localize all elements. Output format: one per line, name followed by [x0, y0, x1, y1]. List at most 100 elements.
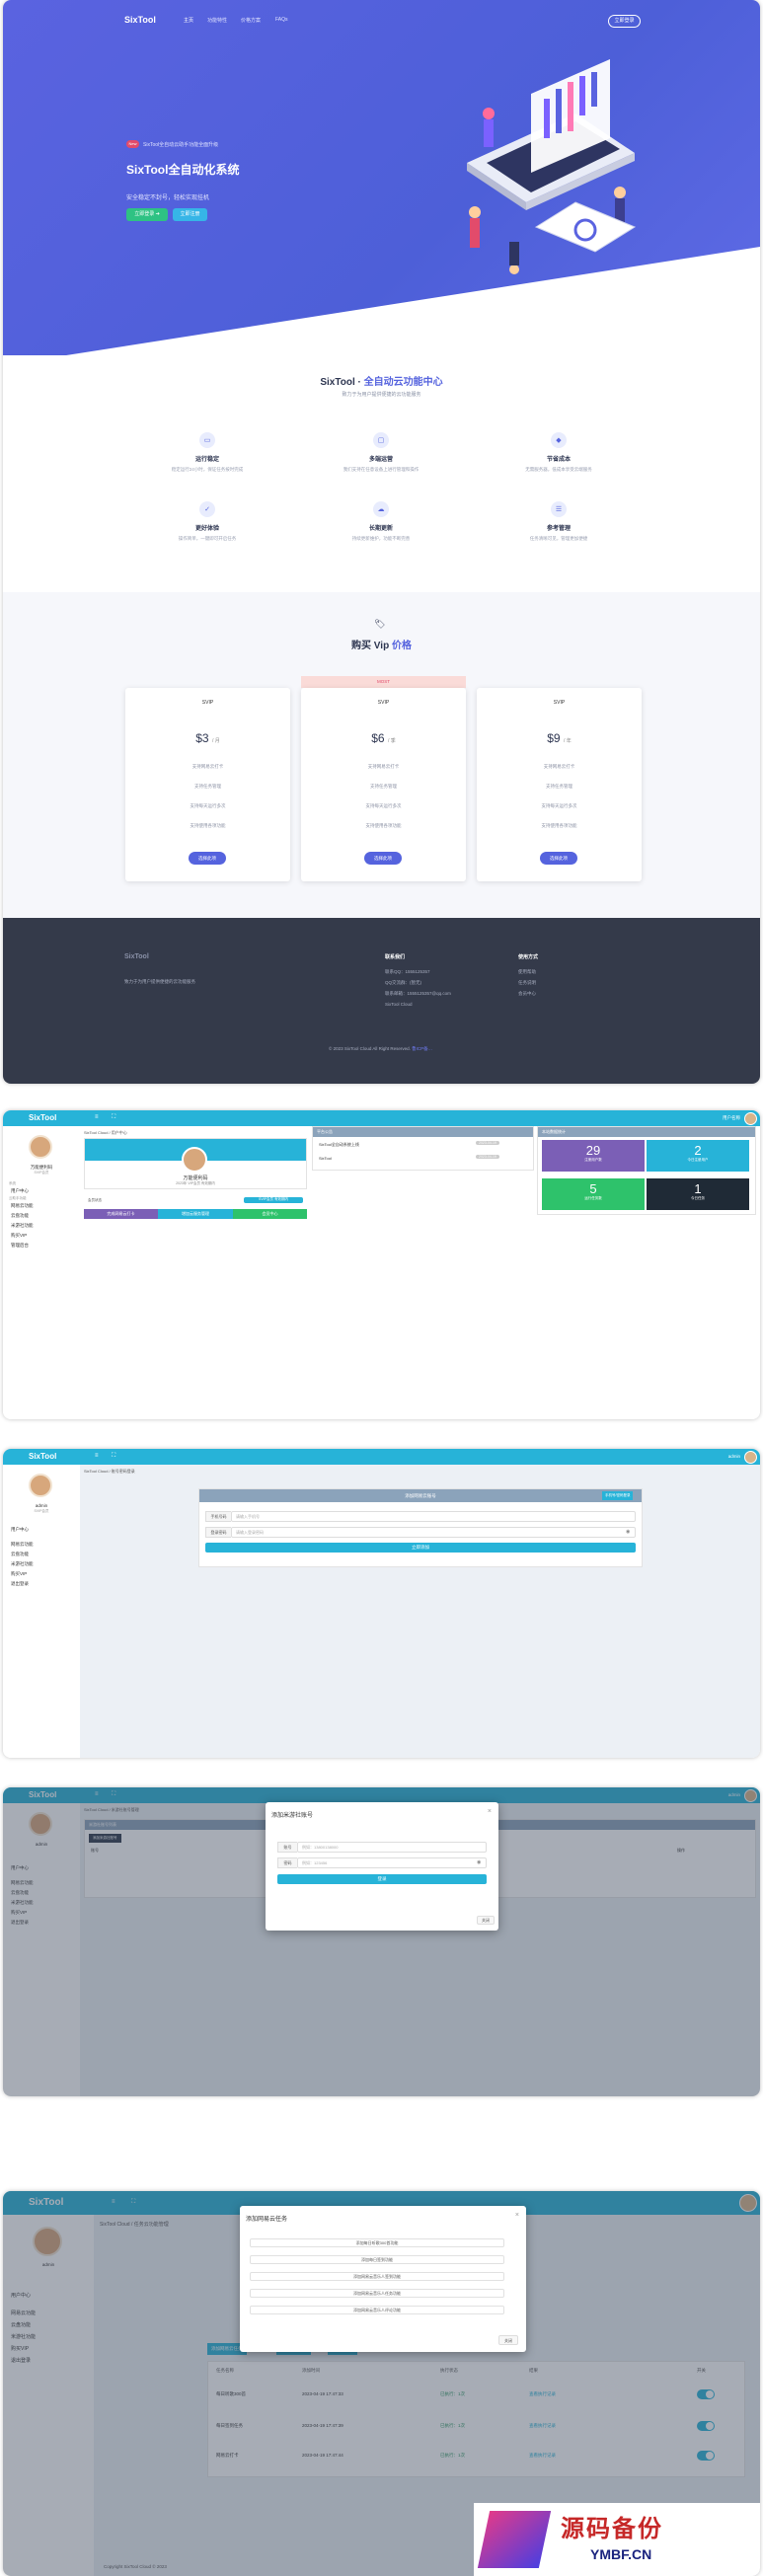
sidebar-item-cloud[interactable]: 云盘功能 [11, 1890, 29, 1895]
plan-price-value: $9 [547, 731, 561, 745]
fullscreen-icon[interactable]: ⛶ [112, 1453, 116, 1459]
add-account-button[interactable]: 添加米游社账号 [89, 1834, 121, 1843]
footer-brand: SixTool [124, 953, 149, 960]
sidebar-item-logout[interactable]: 退出登录 [11, 2358, 32, 2364]
task-result-link[interactable]: 查看执行记录 [529, 2423, 556, 2428]
close-icon[interactable]: × [514, 2212, 519, 2219]
login-button[interactable]: 立即登录 [608, 15, 641, 28]
sidebar-item-admin[interactable]: 管理后台 [11, 1243, 29, 1248]
sidebar-item-cloud[interactable]: 云盘功能 [11, 2322, 32, 2328]
sidebar-item-cloud[interactable]: 云盘功能 [11, 1213, 29, 1218]
close-icon[interactable]: × [487, 1808, 492, 1815]
sidebar-item-netease[interactable]: 网易云功能 [11, 1880, 34, 1885]
menu-toggle-icon[interactable]: ≡ [95, 1114, 99, 1120]
avatar[interactable] [744, 1112, 757, 1125]
sidebar-item-user-center[interactable]: 用户中心 [11, 1865, 29, 1870]
menu-toggle-icon[interactable]: ≡ [95, 1453, 99, 1459]
task-option[interactable]: 添加每日签到功能 [250, 2255, 504, 2264]
task-toggle[interactable] [697, 2451, 715, 2461]
footer-contact-item[interactable]: SixTool Cloud [385, 1002, 413, 1007]
footer-contact-item[interactable]: 联系邮箱：1555125357@qq.com [385, 991, 451, 996]
password-input[interactable]: 例如：123456 [297, 1857, 487, 1868]
plan-select-button[interactable]: 选择此项 [364, 852, 402, 865]
task-option[interactable]: 添加每日听歌300首功能 [250, 2238, 504, 2247]
user-name[interactable]: 用户名称 [723, 1115, 740, 1120]
menu-toggle-icon[interactable]: ≡ [112, 2199, 115, 2205]
sidebar-item-buy-vip[interactable]: 购买VIP [11, 1571, 28, 1576]
sidebar-item-buy-vip[interactable]: 购买VIP [11, 2346, 30, 2352]
sidebar-item-miyoushe[interactable]: 米游社功能 [11, 1900, 34, 1905]
notice-item[interactable]: SixTool [319, 1156, 332, 1161]
task-toggle[interactable] [697, 2421, 715, 2431]
account-input[interactable]: 例如：13800138000 [297, 1842, 487, 1853]
fullscreen-icon[interactable]: ⛶ [112, 1114, 116, 1120]
password-input[interactable]: 请输入登录密码 [231, 1527, 636, 1538]
sidebar-item-logout[interactable]: 退出登录 [11, 1581, 29, 1586]
nav-link-home[interactable]: 主页 [184, 18, 194, 24]
eye-icon[interactable]: ◉ [626, 1529, 631, 1535]
task-toggle[interactable] [697, 2389, 715, 2399]
footer-usage-item[interactable]: 使用帮助 [518, 969, 536, 974]
avatar[interactable] [739, 2194, 757, 2212]
nav-link-pricing[interactable]: 价格方案 [241, 18, 262, 24]
sidebar-item-buy-vip[interactable]: 购买VIP [11, 1910, 28, 1915]
footer-contact-item[interactable]: QQ交流群：(暂无) [385, 980, 421, 985]
sidebar-item-netease[interactable]: 网易云功能 [11, 1542, 34, 1547]
fullscreen-icon[interactable]: ⛶ [131, 2199, 136, 2205]
sidebar-item-user-center[interactable]: 用户中心 [11, 1527, 29, 1532]
sidebar-item-user-center[interactable]: 用户中心 [11, 1188, 29, 1193]
sidebar-item-logout[interactable]: 退出登录 [11, 1920, 29, 1925]
netease-checkin-button[interactable]: 完成网易云打卡 [84, 1209, 158, 1219]
sidebar-item-netease[interactable]: 网易云功能 [11, 1203, 34, 1208]
footer-usage-item[interactable]: 会员中心 [518, 991, 536, 996]
login-button[interactable]: 登录 [277, 1874, 487, 1884]
footer-contact-item[interactable]: 联系QQ：1555125357 [385, 969, 430, 974]
menu-toggle-icon[interactable]: ≡ [95, 1791, 99, 1797]
brand-logo[interactable]: SixTool [124, 15, 156, 25]
eye-icon[interactable]: ◉ [477, 1859, 482, 1865]
sidebar-item-miyoushe[interactable]: 米游社功能 [11, 1223, 34, 1228]
member-center-button[interactable]: 会员中心 [233, 1209, 307, 1219]
user-name[interactable]: admin [727, 1792, 740, 1797]
close-button[interactable]: 关闭 [477, 1916, 495, 1925]
app-logo[interactable]: SixTool [29, 2197, 64, 2208]
sidebar-item-cloud[interactable]: 云盘功能 [11, 1552, 29, 1556]
plan-select-button[interactable]: 选择此项 [540, 852, 577, 865]
check-icon: ✓ [199, 501, 215, 517]
notice-item[interactable]: SixTool全自动系统上线 [319, 1142, 359, 1147]
sidebar-item-netease[interactable]: 网易云功能 [11, 2311, 37, 2316]
user-name[interactable]: admin [727, 1454, 740, 1459]
hero-register-button[interactable]: 立即注册 [173, 208, 207, 221]
sidebar-item-miyoushe[interactable]: 米游社功能 [11, 1561, 34, 1566]
feature-item: ▭ 运行稳定 稳定运行24小时，保证任务按时完成 [128, 432, 286, 473]
app-logo[interactable]: SixTool [29, 1452, 57, 1461]
login-mode-tag[interactable]: 手机号/密码登录 [602, 1491, 634, 1500]
feature-desc: 稳定运行24小时，保证任务按时完成 [171, 467, 244, 472]
hero-login-button[interactable]: 立即登录 ➔ [126, 208, 168, 221]
avatar[interactable] [744, 1451, 757, 1464]
task-option[interactable]: 添加网易云音乐人签到功能 [250, 2272, 504, 2281]
submit-button[interactable]: 立即添加 [205, 1543, 636, 1553]
sidebar-item-buy-vip[interactable]: 购买VIP [11, 1233, 28, 1238]
task-option[interactable]: 添加网易云音乐人评论功能 [250, 2306, 504, 2314]
avatar [29, 1474, 52, 1497]
nav-link-faq[interactable]: FAQs [275, 17, 288, 23]
sidebar-item-user-center[interactable]: 用户中心 [11, 2293, 32, 2299]
task-option[interactable]: 添加网易云音乐人任务功能 [250, 2289, 504, 2298]
app-logo[interactable]: SixTool [29, 1790, 57, 1799]
sidebar: admin 用户中心 网易云功能 云盘功能 米游社功能 购买VIP 退出登录 [3, 1803, 80, 2096]
footer-usage-item[interactable]: 任务说明 [518, 980, 536, 985]
task-result-link[interactable]: 查看执行记录 [529, 2391, 556, 2396]
icp-link[interactable]: 鲁ICP备… [412, 1046, 433, 1051]
avatar[interactable] [744, 1789, 757, 1802]
close-button[interactable]: 关闭 [498, 2335, 518, 2345]
app-logo[interactable]: SixTool [29, 1113, 57, 1122]
nav-link-features[interactable]: 功能特性 [207, 18, 228, 24]
manage-service-button[interactable]: 增加云服务管理 [158, 1209, 233, 1219]
phone-input[interactable]: 请输入手机号 [231, 1511, 636, 1522]
fullscreen-icon[interactable]: ⛶ [112, 1791, 116, 1797]
sidebar-item-miyoushe[interactable]: 米游社功能 [11, 2334, 37, 2340]
add-task-button[interactable]: 添加网易云任务 [207, 2343, 247, 2355]
plan-select-button[interactable]: 选择此项 [189, 852, 226, 865]
task-result-link[interactable]: 查看执行记录 [529, 2453, 556, 2458]
